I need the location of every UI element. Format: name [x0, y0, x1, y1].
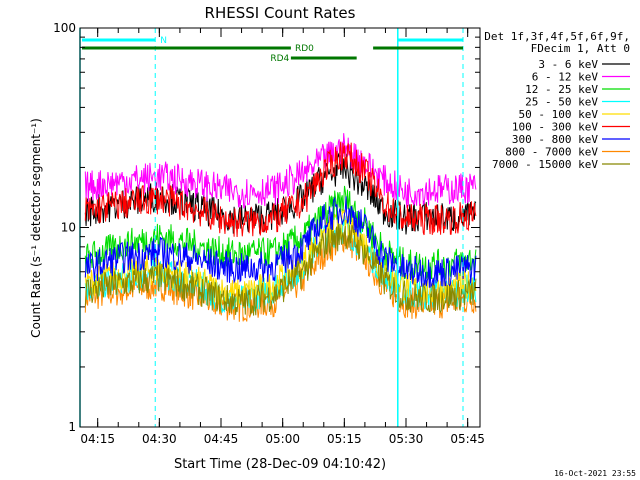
legend: Det 1f,3f,4f,5f,6f,9f,FDecim 1, Att 0 3 -…	[484, 30, 630, 171]
legend-label: 25 - 50 keV	[525, 96, 598, 109]
night-label: N	[160, 36, 167, 46]
series-line	[84, 221, 477, 316]
x-tick-label: 04:45	[204, 432, 239, 446]
series-line	[84, 215, 477, 313]
x-axis: 04:15 04:30 04:45 05:00 05:15 05:30 05:45	[80, 28, 485, 446]
y-tick-label: 100	[53, 21, 76, 35]
legend-label: 800 - 7000 keV	[505, 146, 598, 159]
x-tick-label: 05:30	[389, 432, 424, 446]
y-tick-label: 10	[61, 221, 76, 235]
legend-label: 6 - 12 keV	[532, 71, 599, 84]
series-line	[84, 133, 477, 209]
timestamp: 16-Oct-2021 23:55	[554, 469, 636, 478]
legend-label: 12 - 25 keV	[525, 83, 598, 96]
series-line	[84, 196, 477, 289]
y-axis: 1 10 100	[53, 21, 480, 434]
x-tick-label: 05:00	[265, 432, 300, 446]
x-tick-label: 05:45	[450, 432, 485, 446]
legend-header: Det 1f,3f,4f,5f,6f,9f,	[484, 30, 630, 43]
x-tick-label: 04:15	[80, 432, 115, 446]
chart-title: RHESSI Count Rates	[205, 4, 356, 22]
y-axis-label: Count Rate (s⁻¹ detector segment⁻¹)	[29, 118, 43, 338]
x-tick-label: 05:15	[327, 432, 362, 446]
legend-label: 100 - 300 keV	[512, 121, 598, 134]
legend-header: FDecim 1, Att 0	[531, 42, 630, 55]
x-tick-label: 04:30	[142, 432, 177, 446]
legend-label: 7000 - 15000 keV	[492, 158, 598, 171]
x-axis-label: Start Time (28-Dec-09 04:10:42)	[174, 457, 386, 472]
series-layer	[84, 133, 477, 322]
y-tick-label: 1	[68, 420, 76, 434]
legend-label: 50 - 100 keV	[519, 108, 599, 121]
legend-label: 300 - 800 keV	[512, 133, 598, 146]
rd0-label: RD0	[295, 44, 314, 54]
series-line	[84, 141, 477, 238]
rd4-label: RD4	[270, 54, 289, 64]
legend-label: 3 - 6 keV	[538, 58, 598, 71]
